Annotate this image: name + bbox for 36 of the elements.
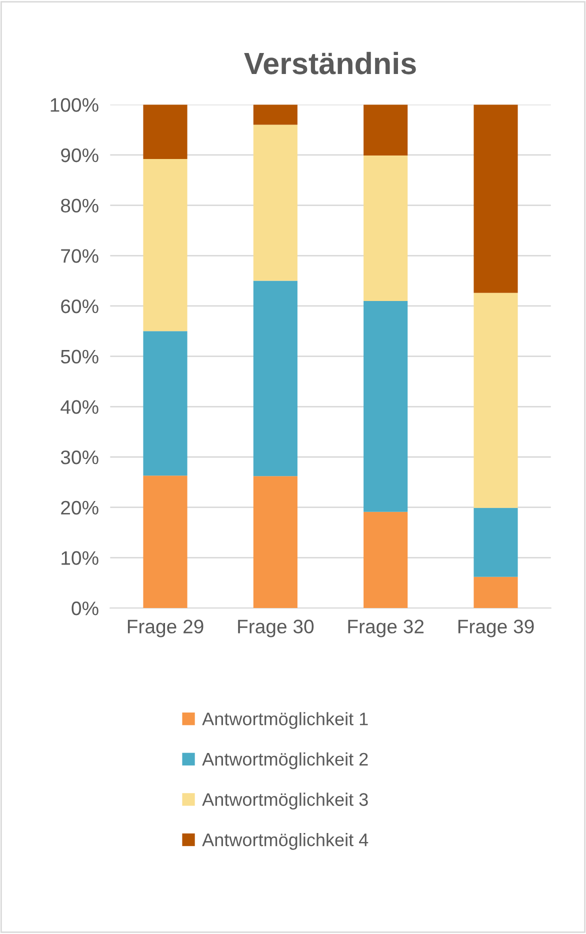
bar: [253, 104, 298, 125]
bar: [474, 104, 518, 293]
y-tick-label: 80%: [60, 198, 98, 213]
bar: [474, 508, 518, 577]
bar: [253, 124, 298, 281]
y-tick-label: 0%: [72, 602, 98, 616]
bar: [143, 476, 188, 608]
x-tick-label: Frage 29: [128, 620, 204, 638]
x-tick-label: Frage 39: [458, 620, 534, 638]
bar: [253, 280, 298, 476]
y-tick-label: 40%: [60, 400, 98, 414]
x-tick-label: Frage 30: [238, 620, 314, 638]
y-tick-label: 30%: [60, 450, 98, 464]
y-tick-label: 60%: [61, 299, 98, 314]
y-tick-label: 70%: [61, 249, 98, 263]
bar: [143, 104, 188, 159]
y-tick-label: 100%: [50, 98, 98, 112]
x-tick-label: Frage 32: [348, 620, 424, 638]
y-tick-label: 20%: [61, 500, 98, 515]
bar: [143, 331, 188, 476]
bar: [474, 576, 518, 608]
bar: [364, 300, 408, 512]
bar: [364, 104, 408, 156]
bar: [364, 155, 408, 301]
bar: [364, 512, 408, 608]
chart-title: Verständnis: [244, 52, 416, 74]
y-tick-label: 90%: [61, 148, 98, 162]
bar: [474, 292, 518, 508]
legend-label: Antwortmöglichkeit 2: [202, 752, 368, 770]
legend-label: Antwortmöglichkeit 4: [202, 832, 368, 850]
legend-label: Antwortmöglichkeit 1: [202, 712, 368, 729]
bar: [143, 158, 188, 332]
y-tick-label: 10%: [62, 551, 98, 565]
y-tick-label: 50%: [60, 350, 98, 364]
bar: [253, 476, 298, 608]
legend-label: Antwortmöglichkeit 3: [202, 792, 368, 810]
